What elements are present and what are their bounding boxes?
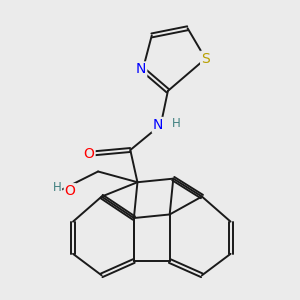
- Text: S: S: [201, 52, 210, 66]
- Text: O: O: [84, 147, 94, 160]
- Text: H: H: [171, 117, 180, 130]
- Text: N: N: [136, 62, 146, 76]
- Text: O: O: [65, 184, 76, 198]
- Text: H: H: [52, 181, 61, 194]
- Text: N: N: [153, 118, 163, 132]
